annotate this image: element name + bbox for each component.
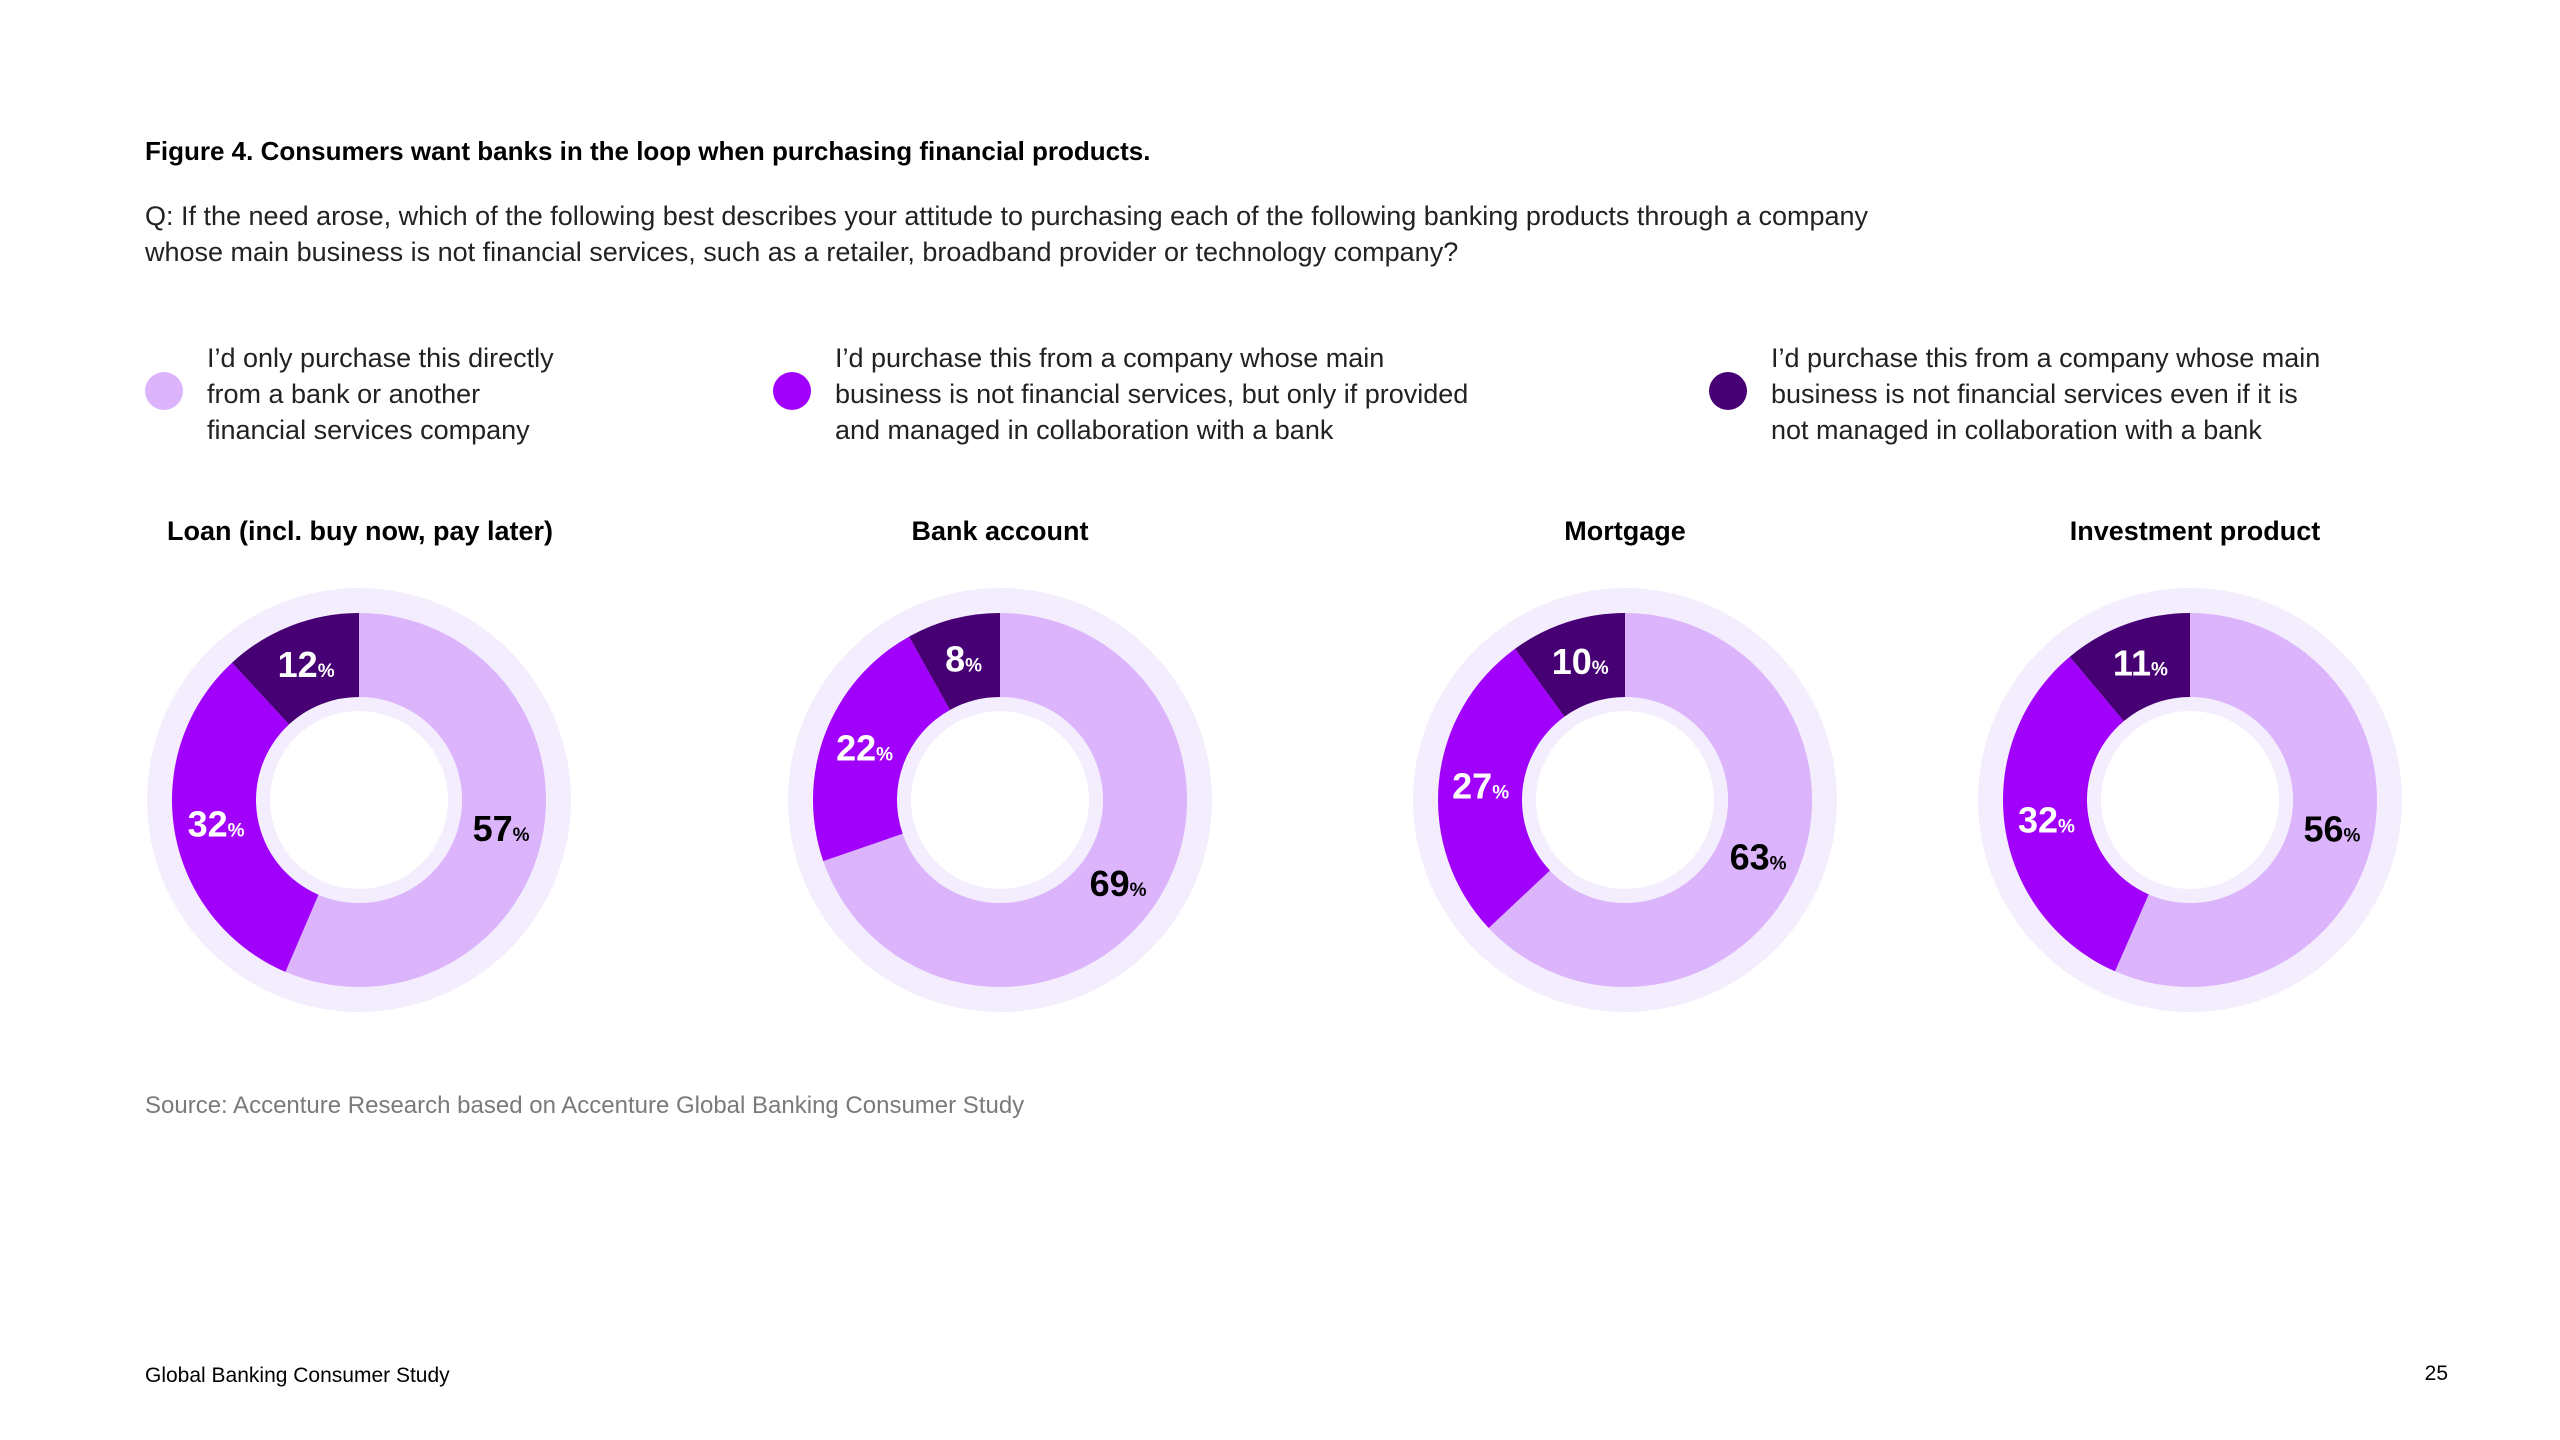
data-label-bank-only: 69% (1090, 863, 1147, 904)
question-text: Q: If the need arose, which of the follo… (145, 201, 1869, 267)
footer-title: Global Banking Consumer Study (145, 1364, 450, 1387)
donut-segment-collab (1438, 648, 1565, 929)
data-label-no-collab: 10% (1552, 641, 1609, 682)
data-label-no-collab: 11% (2113, 643, 2168, 684)
data-label-bank-only: 63% (1730, 837, 1787, 878)
legend-item-collab: I’d purchase this from a company whose m… (773, 340, 1468, 448)
legend-swatch-medium (773, 372, 811, 410)
donut-chart-mortgage: 63% 27% 10% (1413, 588, 1837, 1012)
data-label-bank-only: 57% (473, 808, 530, 849)
donut-segment-no-collab (232, 613, 359, 725)
donut-segment-collab (172, 662, 319, 972)
donut-segment-collab (813, 636, 950, 862)
legend-swatch-light (145, 372, 183, 410)
source-note: Source: Accenture Research based on Acce… (145, 1092, 1025, 1119)
donut-chart-loan: 57% 32% 12% (147, 588, 571, 1012)
legend-swatch-dark (1709, 372, 1747, 410)
data-label-collab: 22% (836, 727, 893, 768)
page-number: 25 (2424, 1362, 2448, 1385)
donut-segment-collab (2003, 656, 2149, 972)
chart-title-loan: Loan (incl. buy now, pay later) (166, 516, 554, 546)
donut-segment-bank-only (823, 613, 1187, 987)
chart-title-mortgage: Mortgage (1564, 516, 1686, 546)
chart-title-bank-account: Bank account (911, 516, 1089, 546)
donut-center (1536, 711, 1714, 889)
chart-title-investment: Investment product (2069, 516, 2321, 546)
data-label-collab: 32% (2018, 800, 2075, 841)
donut-segment-no-collab (1515, 613, 1625, 717)
legend-label: I’d purchase this from a company whose m… (1771, 343, 2321, 445)
donut-center (270, 711, 448, 889)
data-label-collab: 27% (1452, 765, 1509, 806)
donut-center (2101, 711, 2279, 889)
donut-segment-bank-only (2115, 613, 2377, 987)
legend-label: I’d purchase this from a company whose m… (835, 343, 1469, 445)
donut-segment-bank-only (285, 613, 546, 987)
data-label-no-collab: 8% (945, 639, 982, 680)
donut-segment-no-collab (909, 613, 1000, 710)
legend-label: I’d only purchase this directly from a b… (207, 343, 554, 445)
data-label-no-collab: 12% (278, 644, 335, 685)
donut-center (911, 711, 1089, 889)
legend-item-no-collab: I’d purchase this from a company whose m… (1709, 340, 2320, 448)
donut-segment-bank-only (1488, 613, 1812, 987)
legend-item-bank-only: I’d only purchase this directly from a b… (145, 340, 554, 448)
donut-segment-no-collab (2069, 613, 2190, 722)
data-label-collab: 32% (188, 804, 245, 845)
donut-chart-bank-account: 69% 22% 8% (788, 588, 1212, 1012)
data-label-bank-only: 56% (2303, 809, 2360, 850)
donut-chart-investment: 56% 32% 11% (1978, 588, 2402, 1012)
figure-title: Figure 4. Consumers want banks in the lo… (145, 136, 1151, 166)
